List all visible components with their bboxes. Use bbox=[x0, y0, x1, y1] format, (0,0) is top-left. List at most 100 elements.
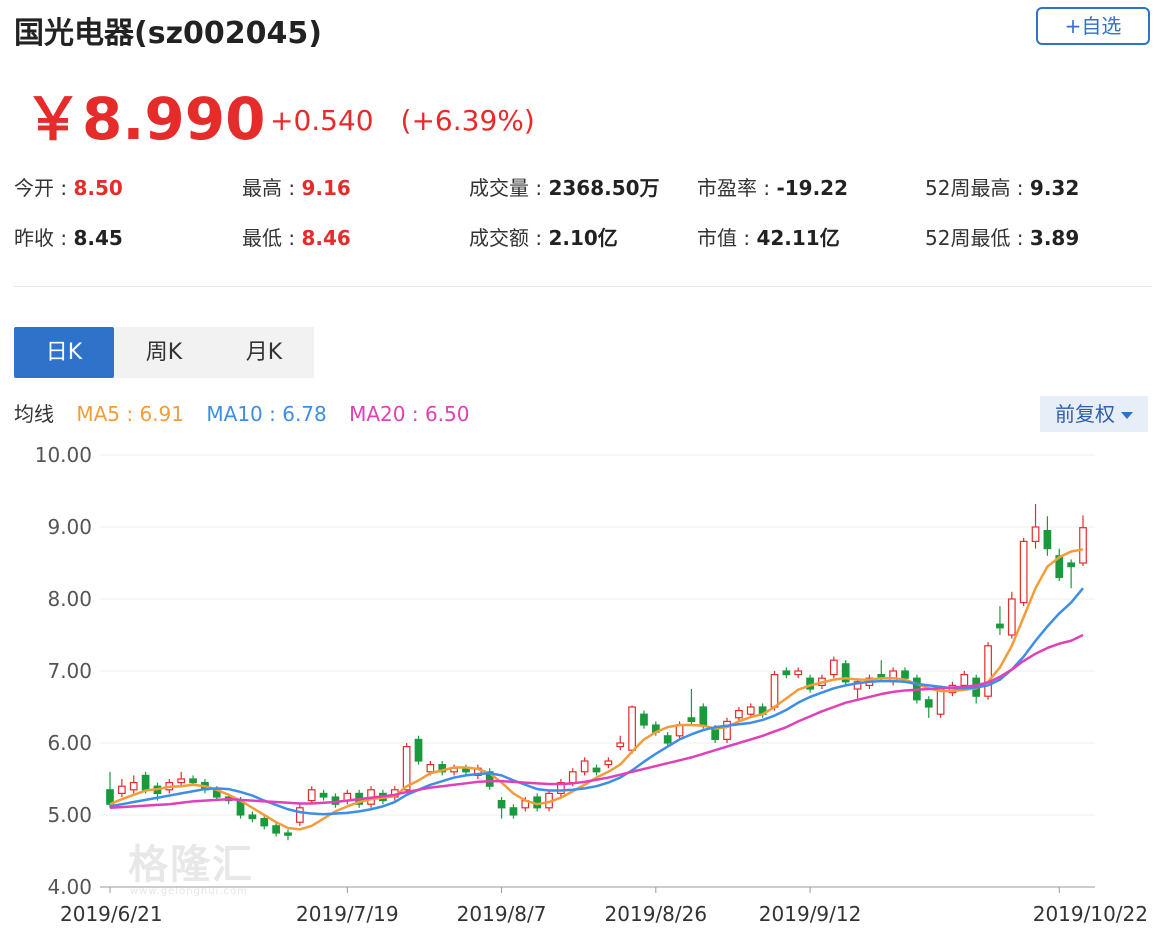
stat-prev-close: 昨收 : 8.45 bbox=[14, 226, 123, 250]
candle-body bbox=[853, 681, 862, 690]
candle-body bbox=[497, 800, 506, 809]
candle-body bbox=[485, 771, 494, 787]
stat-pe-ratio: 市盈率 : -19.22 bbox=[697, 176, 849, 200]
y-tick-label: 5.00 bbox=[47, 803, 92, 827]
candle-body bbox=[1079, 527, 1087, 564]
candle-body bbox=[284, 832, 292, 836]
candle-body bbox=[260, 818, 269, 827]
stat-52w-low: 52周最低 : 3.89 bbox=[925, 226, 1080, 250]
candle-body bbox=[711, 728, 720, 741]
ma-line-ma10 bbox=[109, 587, 1084, 816]
tab-weekly-k[interactable]: 周K bbox=[114, 327, 214, 378]
adjust-label: 前复权 bbox=[1055, 402, 1115, 426]
candle-body bbox=[996, 623, 1004, 629]
x-tick-label: 2019/8/26 bbox=[605, 902, 708, 926]
candle-body bbox=[141, 774, 150, 791]
candle-body bbox=[616, 742, 625, 748]
candle-body bbox=[782, 670, 791, 676]
x-tick-label: 2019/9/12 bbox=[759, 902, 862, 926]
candle-body bbox=[1043, 529, 1052, 550]
stat-high: 最高 : 9.16 bbox=[242, 176, 351, 200]
candle-body bbox=[723, 720, 731, 740]
candle-body bbox=[770, 674, 779, 708]
candle-body bbox=[604, 760, 613, 766]
candle-body bbox=[735, 710, 743, 719]
y-tick-label: 6.00 bbox=[47, 731, 92, 755]
stat-turnover: 成交额 : 2.10亿 bbox=[469, 226, 618, 250]
x-tick-label: 2019/6/21 bbox=[60, 902, 163, 926]
stat-open: 今开 : 8.50 bbox=[14, 176, 123, 200]
ma-legend: 均线 MA5 : 6.91 MA10 : 6.78 MA20 : 6.50 bbox=[14, 398, 485, 427]
candle-body bbox=[936, 688, 945, 715]
candle-body bbox=[189, 778, 197, 784]
ma10-legend: MA10 : 6.78 bbox=[206, 402, 327, 426]
tab-daily-k[interactable]: 日K bbox=[14, 327, 114, 378]
watermark-url: www.gelonghui.com bbox=[130, 886, 248, 897]
candle-body bbox=[129, 782, 138, 791]
candle-body bbox=[118, 785, 126, 795]
candle-body bbox=[628, 706, 636, 751]
candle-body bbox=[1019, 540, 1028, 604]
kline-period-tabs: 日K 周K 月K bbox=[14, 327, 314, 378]
x-tick-label: 2019/10/22 bbox=[1033, 902, 1148, 926]
ma-legend-label: 均线 bbox=[14, 402, 54, 426]
y-tick-label: 7.00 bbox=[47, 659, 92, 683]
candle-body bbox=[319, 792, 328, 798]
candle-body bbox=[640, 713, 648, 726]
candle-body bbox=[1007, 598, 1016, 636]
candle-body bbox=[402, 746, 411, 791]
y-tick-label: 9.00 bbox=[47, 515, 92, 539]
y-tick-label: 10.00 bbox=[35, 443, 92, 467]
candle-body bbox=[580, 760, 589, 773]
candle-body bbox=[984, 645, 992, 697]
change-percent: (+6.39%) bbox=[400, 104, 535, 137]
candle-body bbox=[438, 764, 447, 773]
candle-body bbox=[663, 735, 672, 744]
y-tick-label: 4.00 bbox=[47, 875, 92, 899]
candle-body bbox=[960, 674, 969, 687]
candle-body bbox=[568, 771, 577, 784]
add-to-watchlist-button[interactable]: +自选 bbox=[1036, 7, 1150, 45]
candle-body bbox=[1031, 526, 1040, 542]
candle-body bbox=[592, 767, 601, 773]
ma-line-ma20 bbox=[109, 633, 1084, 810]
candle-body bbox=[699, 706, 708, 726]
candle-body bbox=[248, 814, 257, 820]
candle-body bbox=[177, 778, 186, 784]
candle-body bbox=[272, 825, 280, 834]
ma5-legend: MA5 : 6.91 bbox=[76, 402, 185, 426]
stat-market-cap: 市值 : 42.11亿 bbox=[697, 226, 840, 250]
candle-body bbox=[794, 670, 803, 676]
x-tick-label: 2019/8/7 bbox=[457, 902, 547, 926]
candle-body bbox=[901, 670, 909, 679]
candle-body bbox=[426, 764, 435, 773]
candle-body bbox=[414, 738, 423, 762]
candle-body bbox=[1055, 555, 1064, 579]
stat-low: 最低 : 8.46 bbox=[242, 226, 351, 250]
y-tick-label: 8.00 bbox=[47, 587, 92, 611]
candle-body bbox=[557, 782, 565, 795]
candle-body bbox=[829, 659, 838, 676]
candle-body bbox=[295, 807, 304, 823]
price-change: +0.540 (+6.39%) bbox=[270, 104, 553, 137]
caret-down-icon bbox=[1121, 412, 1133, 419]
candle-body bbox=[687, 717, 696, 722]
stat-volume: 成交量 : 2368.50万 bbox=[469, 176, 660, 200]
current-price: ￥8.990 bbox=[24, 85, 266, 153]
tab-monthly-k[interactable]: 月K bbox=[214, 327, 314, 378]
ma20-legend: MA20 : 6.50 bbox=[349, 402, 470, 426]
kline-chart: 10.00 9.00 8.00 7.00 6.00 5.00 4.00 2019/6/21 20… bbox=[35, 443, 1148, 926]
candle-body bbox=[509, 807, 518, 816]
candle-body bbox=[1067, 562, 1075, 568]
change-amount: +0.540 bbox=[270, 104, 374, 137]
watermark-logo: 格隆汇 bbox=[128, 842, 254, 888]
stock-title: 国光电器(sz002045) bbox=[14, 16, 322, 51]
candle-body bbox=[924, 699, 933, 708]
candle-body bbox=[841, 663, 850, 683]
candle-body bbox=[746, 706, 755, 715]
candle-body bbox=[307, 789, 316, 802]
x-tick-label: 2019/7/19 bbox=[296, 902, 399, 926]
price-adjust-dropdown[interactable]: 前复权 bbox=[1040, 396, 1148, 432]
divider bbox=[14, 286, 1152, 287]
stat-52w-high: 52周最高 : 9.32 bbox=[925, 176, 1080, 200]
